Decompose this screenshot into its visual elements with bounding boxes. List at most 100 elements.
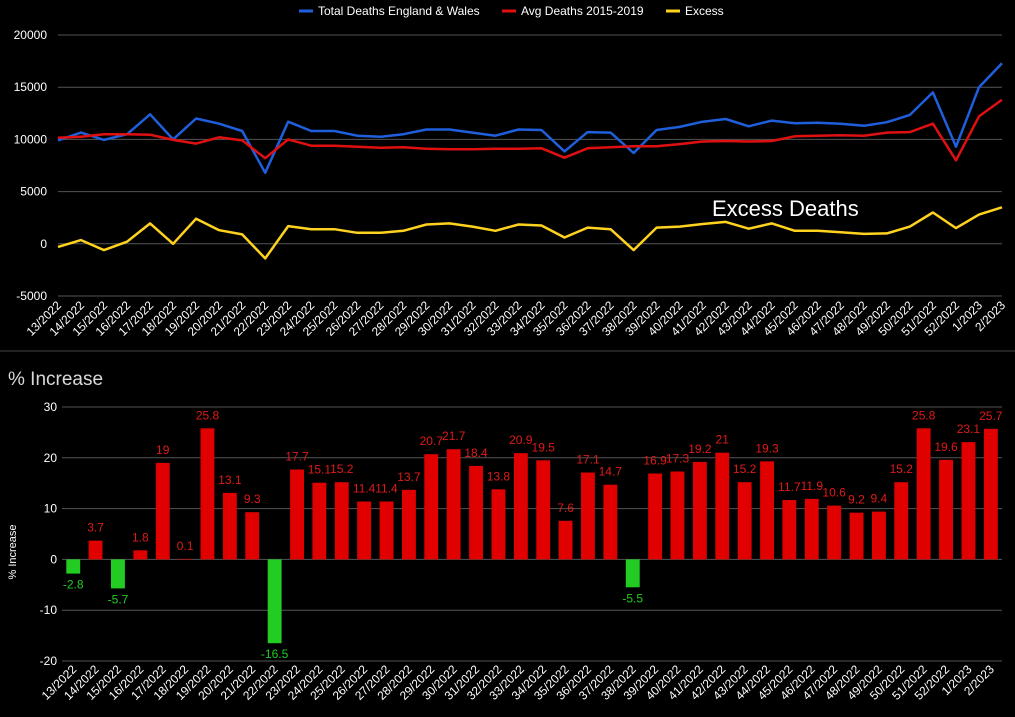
bar bbox=[916, 428, 931, 560]
bar-data-label: 25.8 bbox=[912, 408, 936, 422]
bar-data-label: 21.7 bbox=[442, 429, 466, 443]
bar bbox=[939, 459, 953, 560]
bar-data-label: 19.3 bbox=[755, 441, 779, 455]
top-y-tick-label: 0 bbox=[40, 237, 47, 251]
bar bbox=[267, 559, 282, 644]
bar bbox=[581, 472, 595, 560]
bar bbox=[983, 428, 998, 560]
bar bbox=[379, 501, 394, 560]
bar-data-label: 19 bbox=[156, 443, 170, 457]
bar-data-label: 13.7 bbox=[397, 470, 421, 484]
bar bbox=[133, 550, 148, 560]
series-line-total bbox=[57, 62, 1003, 175]
bar bbox=[111, 559, 125, 589]
bar bbox=[648, 473, 663, 560]
bar-y-tick-label: -10 bbox=[40, 603, 58, 617]
bar-data-label: 13.8 bbox=[487, 469, 511, 483]
bar bbox=[155, 462, 170, 560]
bar bbox=[827, 505, 842, 560]
bar bbox=[558, 520, 573, 560]
bar-y-tick-label: -20 bbox=[40, 654, 58, 668]
bar bbox=[715, 452, 730, 560]
bar bbox=[245, 512, 260, 560]
bar bbox=[178, 558, 193, 560]
bar bbox=[334, 482, 349, 560]
series-line-avg bbox=[57, 98, 1003, 162]
bar-data-label: 15.2 bbox=[733, 462, 757, 476]
bar bbox=[872, 511, 886, 560]
bar-data-label: 17.3 bbox=[666, 452, 690, 466]
excess-deaths-annotation: Excess Deaths bbox=[712, 196, 859, 221]
bar-data-label: 9.3 bbox=[244, 492, 261, 506]
bar bbox=[692, 461, 707, 560]
bar-data-label: 1.8 bbox=[132, 530, 149, 544]
top-y-tick-label: 10000 bbox=[14, 132, 48, 146]
bar-data-label: 20.7 bbox=[420, 434, 444, 448]
bar bbox=[625, 559, 640, 588]
bar bbox=[782, 500, 797, 560]
bar-data-label: -5.7 bbox=[108, 592, 129, 606]
bar-data-label: 0.1 bbox=[177, 539, 194, 553]
legend-label-total: Total Deaths England & Wales bbox=[318, 4, 480, 18]
bar bbox=[290, 469, 304, 560]
series-line-excess bbox=[57, 206, 1003, 260]
bar bbox=[446, 449, 461, 560]
legend-label-avg: Avg Deaths 2015-2019 bbox=[521, 4, 644, 18]
bar-data-label: 10.6 bbox=[822, 486, 846, 500]
top-y-tick-label: -5000 bbox=[16, 289, 47, 303]
bar bbox=[88, 540, 103, 560]
bar-data-label: 3.7 bbox=[87, 521, 104, 535]
bar bbox=[424, 454, 439, 560]
bar bbox=[66, 559, 81, 574]
bar bbox=[961, 442, 976, 560]
bar-data-label: 14.7 bbox=[599, 465, 623, 479]
bar-chart-ylabel: % Increase bbox=[7, 524, 19, 579]
bar-data-label: 15.1 bbox=[308, 463, 332, 477]
bar-data-label: -16.5 bbox=[261, 647, 289, 661]
bar-y-tick-label: 20 bbox=[44, 451, 58, 465]
top-legend: Total Deaths England & Wales Avg Deaths … bbox=[299, 4, 724, 18]
bar bbox=[469, 465, 483, 560]
bar-data-label: 25.8 bbox=[196, 408, 220, 422]
bar-data-label: 19.5 bbox=[532, 440, 556, 454]
bar bbox=[536, 460, 551, 560]
bar-data-label: 15.2 bbox=[330, 462, 354, 476]
bottom-bar-chart: % Increase % Increase 30 20 10 0 -10 -20 -2.8… bbox=[7, 369, 1003, 703]
bar-data-label: -2.8 bbox=[63, 578, 84, 592]
legend-label-excess: Excess bbox=[685, 4, 724, 18]
bar-data-label: 9.4 bbox=[871, 492, 888, 506]
bar bbox=[849, 512, 864, 560]
bar-data-label: 18.4 bbox=[464, 446, 488, 460]
bar bbox=[603, 484, 618, 560]
bar-data-label: 25.7 bbox=[979, 409, 1003, 423]
bar bbox=[402, 489, 416, 560]
bar bbox=[670, 471, 685, 560]
bar bbox=[737, 482, 752, 560]
bar-data-label: 21 bbox=[716, 433, 730, 447]
bar-data-label: 11.7 bbox=[778, 480, 801, 494]
bar bbox=[894, 482, 909, 560]
bar-data-label: 11.9 bbox=[801, 479, 824, 493]
bar-data-label: 13.1 bbox=[218, 473, 242, 487]
bar-y-tick-label: 30 bbox=[44, 400, 58, 414]
bar-data-label: 9.2 bbox=[848, 493, 865, 507]
top-y-tick-label: 15000 bbox=[14, 80, 48, 94]
bar-data-label: 7.6 bbox=[557, 501, 574, 515]
bar-data-label: 19.6 bbox=[934, 440, 958, 454]
bar bbox=[357, 501, 372, 560]
bar-y-tick-label: 10 bbox=[44, 502, 58, 516]
bar-data-label: 11.4 bbox=[375, 482, 398, 496]
bar bbox=[200, 428, 215, 560]
bar-data-label: 15.2 bbox=[890, 462, 914, 476]
bar bbox=[312, 482, 327, 560]
bar-data-label: 20.9 bbox=[509, 433, 533, 447]
top-y-tick-label: 5000 bbox=[20, 185, 47, 199]
bar-data-label: 11.4 bbox=[353, 482, 376, 496]
bar bbox=[491, 489, 506, 560]
bar bbox=[804, 498, 819, 560]
top-y-tick-label: 20000 bbox=[14, 28, 48, 42]
bar-data-label: 17.7 bbox=[285, 450, 309, 464]
bar-data-label: -5.5 bbox=[622, 591, 643, 605]
